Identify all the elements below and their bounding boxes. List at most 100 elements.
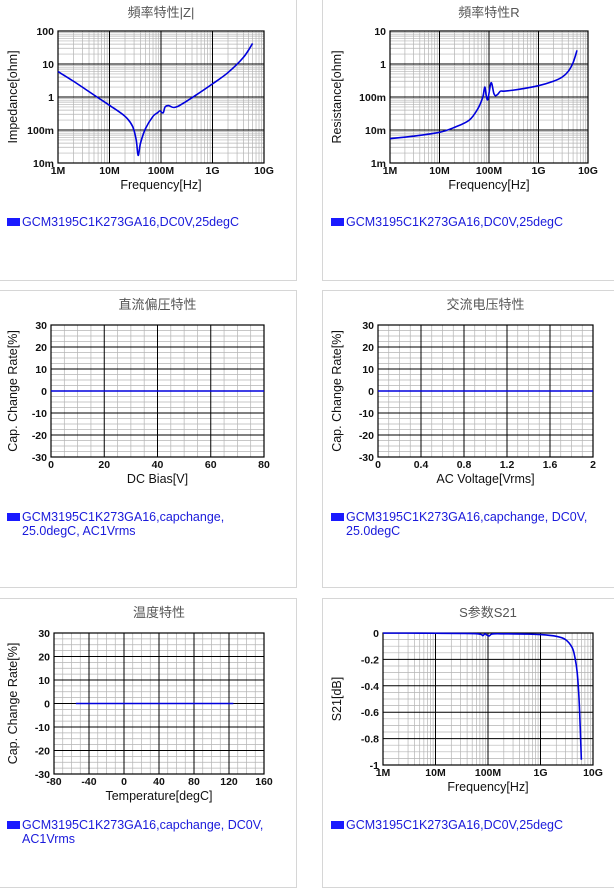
legend-label: GCM3195C1K273GA16,DC0V,25degC: [22, 215, 240, 229]
x-tick-label: 10M: [99, 165, 120, 177]
y-tick-label: 20: [35, 342, 47, 354]
x-tick-label: 10M: [425, 767, 446, 779]
y-tick-label: 30: [362, 320, 374, 332]
y-tick-label: -10: [32, 408, 47, 420]
legend-label: GCM3195C1K273GA16,DC0V,25degC: [346, 215, 564, 229]
x-tick-label: 10G: [578, 165, 598, 177]
y-tick-label: 0: [373, 628, 379, 640]
y-axis-label: Impedance[ohm]: [6, 50, 20, 143]
y-tick-label: -20: [35, 746, 50, 758]
plot-frame: [57, 30, 265, 164]
chart-panel-dcbias: 直流偏圧特性 0 20 40 60 80 30 20 10 0 -10 -20 -30 DC Bias[V…: [0, 290, 297, 588]
chart-panel-impedance: 頻率特性|Z| 1M 10M 100M 1G 10G 10m 100m 1 10 100 Freque…: [0, 0, 297, 281]
x-tick-label: 100M: [475, 767, 502, 779]
x-tick-label: 20: [98, 459, 110, 471]
x-tick-label: 0: [375, 459, 381, 471]
x-tick-label: 80: [258, 459, 270, 471]
y-tick-label: 0: [368, 386, 374, 398]
x-axis-label: Frequency[Hz]: [448, 178, 529, 192]
plot-frame: [382, 632, 594, 766]
y-tick-label: -0.6: [361, 707, 379, 719]
x-tick-label: 10G: [254, 165, 274, 177]
x-tick-label: 1.2: [500, 459, 515, 471]
x-tick-label: 1G: [205, 165, 219, 177]
y-tick-label: 0: [44, 699, 50, 711]
y-tick-label: 1: [48, 92, 54, 104]
y-tick-label: 30: [38, 628, 50, 640]
x-tick-label: 0: [121, 776, 127, 788]
y-tick-label: 10: [38, 675, 50, 687]
x-tick-label: 40: [152, 459, 164, 471]
impedance-chart: 頻率特性|Z| 1M 10M 100M 1G 10G 10m 100m 1 10 100 Freque…: [6, 5, 274, 192]
x-tick-label: 80: [188, 776, 200, 788]
y-tick-label: 100: [36, 26, 54, 38]
y-tick-label: -10: [35, 722, 50, 734]
y-axis-label: Resistance[ohm]: [330, 50, 344, 143]
legend-swatch: [331, 513, 344, 521]
y-tick-label: -10: [359, 408, 374, 420]
x-tick-label: 1G: [533, 767, 547, 779]
y-tick-label: -20: [32, 430, 47, 442]
legend-s21: GCM3195C1K273GA16,DC0V,25degC: [331, 818, 563, 832]
x-tick-label: 1.6: [543, 459, 558, 471]
x-tick-label: 0.8: [457, 459, 472, 471]
legend-impedance: GCM3195C1K273GA16,DC0V,25degC: [7, 215, 239, 229]
y-axis-label: Cap. Change Rate[%]: [6, 643, 20, 765]
series-line: [57, 42, 254, 157]
y-tick-label: 20: [362, 342, 374, 354]
y-tick-label: -0.4: [361, 681, 379, 693]
legend-label: GCM3195C1K273GA16,capchange, 25.0degC, A…: [22, 510, 225, 538]
x-tick-label: 60: [205, 459, 217, 471]
y-tick-label: 10: [374, 26, 386, 38]
y-tick-label: 10: [42, 59, 54, 71]
chart-title: S参数S21: [459, 605, 517, 620]
y-axis-label: S21[dB]: [330, 677, 344, 721]
x-tick-label: 10M: [429, 165, 450, 177]
legend-swatch: [7, 218, 20, 226]
dcbias-chart: 直流偏圧特性 0 20 40 60 80 30 20 10 0 -10 -20 -30 DC Bias[V…: [6, 297, 270, 486]
chart-panel-temperature: 温度特性 -80 -40 0 40 80 120 160 30 20 10 0 -10 -20 -30 Tem…: [0, 598, 297, 888]
legend-label: GCM3195C1K273GA16,capchange, DC0V, 25.0d…: [346, 510, 588, 538]
y-tick-label: 100m: [27, 125, 54, 137]
x-axis-label: DC Bias[V]: [127, 472, 188, 486]
chart-panel-resistance: 頻率特性R 1M 10M 100M 1G 10G 1m 10m 100m 1 10 Frequency…: [322, 0, 614, 281]
x-tick-label: 1G: [531, 165, 545, 177]
series-line: [382, 632, 583, 760]
legend-resistance: GCM3195C1K273GA16,DC0V,25degC: [331, 215, 563, 229]
y-tick-label: 10: [362, 364, 374, 376]
y-tick-label: 20: [38, 652, 50, 664]
y-tick-label: -0.2: [361, 654, 379, 666]
x-tick-label: -80: [46, 776, 61, 788]
x-tick-label: 120: [220, 776, 238, 788]
legend-temperature: GCM3195C1K273GA16,capchange, DC0V, AC1Vr…: [7, 818, 292, 846]
chart-panel-s21: S参数S21 1M 10M 100M 1G 10G 0 -0.2 -0.4 -0.6 -0.8 -1 F…: [322, 598, 614, 888]
y-axis-label: Cap. Change Rate[%]: [6, 330, 20, 452]
y-tick-label: -0.8: [361, 734, 379, 746]
y-tick-label: 10m: [33, 158, 54, 170]
x-tick-label: 1M: [383, 165, 398, 177]
chart-title: 頻率特性|Z|: [128, 5, 195, 20]
y-tick-label: 10m: [365, 125, 386, 137]
temperature-chart: 温度特性 -80 -40 0 40 80 120 160 30 20 10 0 -10 -20 -30 Tem…: [6, 605, 273, 803]
y-tick-label: -20: [359, 430, 374, 442]
legend-swatch: [7, 821, 20, 829]
series-line: [389, 50, 578, 140]
y-tick-label: 30: [35, 320, 47, 332]
x-tick-label: 40: [153, 776, 165, 788]
y-tick-label: -30: [32, 452, 47, 464]
y-tick-label: 0: [41, 386, 47, 398]
legend-acvoltage: GCM3195C1K273GA16,capchange, DC0V, 25.0d…: [331, 510, 614, 538]
y-tick-label: 100m: [359, 92, 386, 104]
resistance-chart: 頻率特性R 1M 10M 100M 1G 10G 1m 10m 100m 1 10 Frequency…: [330, 5, 598, 192]
x-tick-label: 10G: [583, 767, 603, 779]
y-tick-label: -30: [35, 769, 50, 781]
x-tick-label: -40: [81, 776, 96, 788]
legend-swatch: [7, 513, 20, 521]
y-tick-label: 10: [35, 364, 47, 376]
legend-swatch: [331, 218, 344, 226]
legend-label: GCM3195C1K273GA16,DC0V,25degC: [346, 818, 564, 832]
x-axis-label: AC Voltage[Vrms]: [436, 472, 534, 486]
x-axis-label: Frequency[Hz]: [120, 178, 201, 192]
x-axis-label: Frequency[Hz]: [447, 780, 528, 794]
chart-title: 頻率特性R: [458, 5, 519, 20]
